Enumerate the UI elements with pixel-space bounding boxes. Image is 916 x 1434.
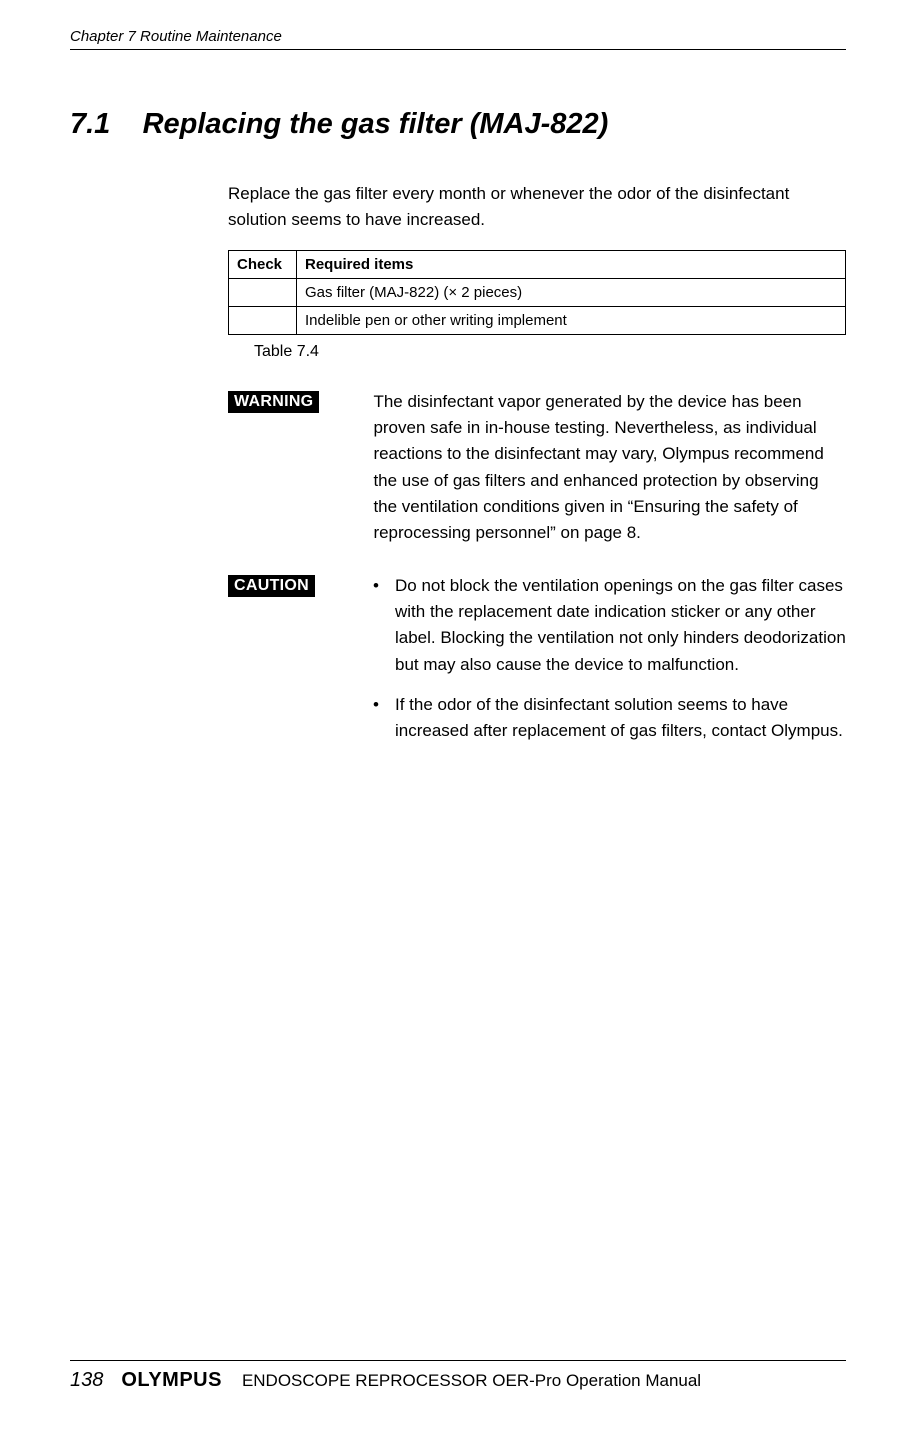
section-heading: Replacing the gas filter (MAJ-822) <box>143 108 609 140</box>
manual-title: ENDOSCOPE REPROCESSOR OER-Pro Operation … <box>242 1371 701 1391</box>
footer-rule <box>70 1360 846 1361</box>
caution-label: CAUTION <box>228 575 315 597</box>
content-block: Replace the gas filter every month or wh… <box>228 181 846 759</box>
table-header-required: Required items <box>297 250 846 278</box>
table-cell-required: Indelible pen or other writing implement <box>297 306 846 334</box>
bullet-icon: • <box>373 692 395 745</box>
table-row: Indelible pen or other writing implement <box>229 306 846 334</box>
table-cell-required: Gas filter (MAJ-822) (× 2 pieces) <box>297 278 846 306</box>
brand-logo-text: OLYMPUS <box>121 1369 222 1392</box>
caution-body: • Do not block the ventilation openings … <box>373 573 846 759</box>
section-title: 7.1 Replacing the gas filter (MAJ-822) <box>70 108 846 141</box>
table-row: Gas filter (MAJ-822) (× 2 pieces) <box>229 278 846 306</box>
page-footer: 138 OLYMPUS ENDOSCOPE REPROCESSOR OER-Pr… <box>70 1360 846 1392</box>
caution-callout: CAUTION • Do not block the ventilation o… <box>228 573 846 759</box>
intro-paragraph: Replace the gas filter every month or wh… <box>228 181 846 234</box>
table-cell-check <box>229 278 297 306</box>
bullet-icon: • <box>373 573 395 678</box>
footer-line: 138 OLYMPUS ENDOSCOPE REPROCESSOR OER-Pr… <box>70 1369 846 1392</box>
list-item: • If the odor of the disinfectant soluti… <box>373 692 846 745</box>
running-head: Chapter 7 Routine Maintenance <box>70 28 846 50</box>
warning-callout: WARNING The disinfectant vapor generated… <box>228 389 846 547</box>
table-cell-check <box>229 306 297 334</box>
list-item: • Do not block the ventilation openings … <box>373 573 846 678</box>
required-items-table: Check Required items Gas filter (MAJ-822… <box>228 250 846 335</box>
caution-item-text: Do not block the ventilation openings on… <box>395 573 846 678</box>
table-header-row: Check Required items <box>229 250 846 278</box>
warning-label: WARNING <box>228 391 319 413</box>
warning-text: The disinfectant vapor generated by the … <box>373 389 846 547</box>
caution-list: • Do not block the ventilation openings … <box>373 573 846 745</box>
page: Chapter 7 Routine Maintenance 7.1 Replac… <box>0 0 916 1434</box>
page-number: 138 <box>70 1369 103 1392</box>
caution-item-text: If the odor of the disinfectant solution… <box>395 692 846 745</box>
table-header-check: Check <box>229 250 297 278</box>
table-caption: Table 7.4 <box>254 343 846 361</box>
section-number: 7.1 <box>70 108 110 140</box>
